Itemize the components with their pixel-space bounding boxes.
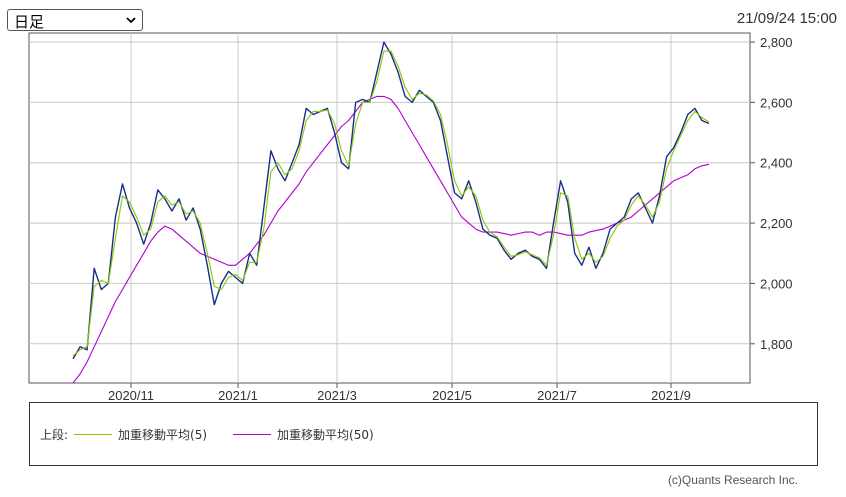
period-select[interactable]: 日足 — [7, 9, 143, 31]
y-tick-label: 2,600 — [760, 95, 793, 110]
y-tick-label: 1,800 — [760, 337, 793, 352]
legend-box: 上段: 加重移動平均(5) 加重移動平均(50) — [29, 402, 818, 466]
chevron-down-icon — [126, 17, 136, 24]
legend-swatch-wma5 — [74, 434, 113, 435]
price-series-line — [72, 41, 710, 360]
copyright: (c)Quants Research Inc. — [667, 473, 798, 487]
legend-swatch-wma50 — [233, 434, 272, 435]
x-tick-label: 2020/11 — [108, 388, 154, 400]
wma50-series-line — [72, 95, 710, 384]
legend-label-wma5: 加重移動平均(5) — [118, 428, 208, 442]
period-select-value: 日足 — [14, 13, 45, 31]
legend-prefix: 上段: — [40, 428, 69, 442]
x-tick-label: 2021/3 — [317, 388, 357, 400]
x-tick-label: 2021/5 — [432, 388, 472, 400]
y-tick-label: 2,200 — [760, 216, 793, 231]
x-tick-label: 2021/1 — [218, 388, 258, 400]
timestamp: 21/09/24 15:00 — [736, 10, 837, 27]
y-tick-label: 2,800 — [760, 35, 793, 50]
legend-item-wma50: 加重移動平均(50) — [227, 426, 374, 443]
legend-label-wma50: 加重移動平均(50) — [277, 428, 374, 442]
price-chart: 1,800 2,000 2,200 2,400 2,600 2,800 2020/11 20… — [28, 32, 793, 400]
x-tick-label: 2021/7 — [537, 388, 577, 400]
x-tick-label: 2021/9 — [651, 388, 691, 400]
legend-item-wma5: 加重移動平均(5) — [68, 426, 207, 443]
wma5-series-line — [72, 50, 710, 357]
y-tick-label: 2,000 — [760, 276, 793, 291]
y-tick-label: 2,400 — [760, 156, 793, 171]
